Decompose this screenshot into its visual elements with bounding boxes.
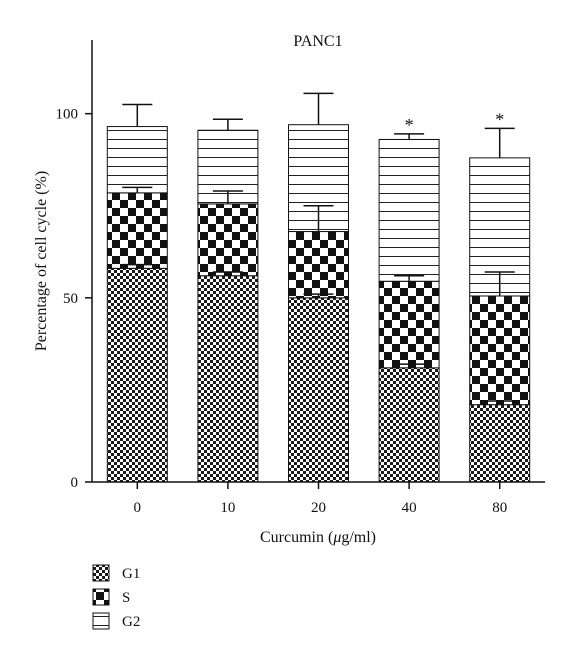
error-bar-s-40 xyxy=(394,274,425,282)
legend-swatch-g2 xyxy=(92,612,110,630)
error-bar-g2-20 xyxy=(303,92,334,125)
x-tick-label-20: 20 xyxy=(311,500,326,516)
bar-s-40 xyxy=(378,280,440,369)
legend-label-g1: G1 xyxy=(122,566,140,582)
bar-g1-20 xyxy=(288,297,349,483)
bar-g2-40 xyxy=(378,138,440,282)
bar-s-80 xyxy=(469,295,531,406)
error-bar-g1-20 xyxy=(303,293,334,298)
error-bar-g2-0 xyxy=(122,103,153,127)
significance-marker-40: * xyxy=(405,115,414,135)
error-bar-g2-10 xyxy=(212,118,243,131)
x-axis-label-suffix: g/ml) xyxy=(341,529,376,546)
bar-g2-0 xyxy=(106,126,168,194)
x-axis-label-mu: μ xyxy=(332,529,341,546)
bar-s-10 xyxy=(197,203,259,277)
error-bar-s-80 xyxy=(484,271,515,296)
x-axis-label-prefix: Curcumin ( xyxy=(260,529,333,546)
error-bar-s-0 xyxy=(122,186,153,193)
x-tick-label-0: 0 xyxy=(134,500,142,516)
bar-s-0 xyxy=(106,192,168,269)
annotations-group: * * xyxy=(405,109,505,135)
legend-swatch-s xyxy=(92,588,110,606)
error-bars-group xyxy=(122,92,515,405)
x-axis-label: Curcumin (μg/ml) xyxy=(260,529,376,546)
error-bar-g1-0 xyxy=(122,263,153,269)
chart-title: PANC1 xyxy=(293,33,342,50)
bar-s-20 xyxy=(288,231,349,299)
x-ticks-group: 0 10 20 40 80 xyxy=(134,482,507,516)
x-tick-label-10: 10 xyxy=(220,500,235,516)
error-bar-g1-40 xyxy=(394,363,425,368)
y-tick-label-100: 100 xyxy=(56,107,79,123)
legend-label-s: S xyxy=(122,590,130,606)
y-tick-label-50: 50 xyxy=(63,291,78,307)
legend-item-g1: G1 xyxy=(92,564,140,582)
y-ticks-group: 0 50 100 xyxy=(56,107,92,491)
y-axis-label: Percentage of cell cycle (%) xyxy=(33,171,50,351)
bar-g1-80 xyxy=(469,404,531,483)
error-bar-s-20 xyxy=(303,205,334,232)
error-bar-g2-80 xyxy=(484,127,515,158)
error-bar-s-10 xyxy=(212,190,243,204)
error-bar-g1-80 xyxy=(484,400,515,405)
legend-item-g2: G2 xyxy=(92,612,140,630)
x-tick-label-40: 40 xyxy=(402,500,417,516)
bar-g1-40 xyxy=(378,367,440,483)
x-tick-label-80: 80 xyxy=(492,500,507,516)
significance-marker-80: * xyxy=(495,109,504,129)
legend-label-g2: G2 xyxy=(122,614,140,630)
error-bar-g1-10 xyxy=(212,271,243,276)
bars-group xyxy=(106,124,531,483)
bar-g1-10 xyxy=(197,275,259,483)
y-tick-label-0: 0 xyxy=(71,475,79,491)
bar-g1-0 xyxy=(106,267,168,483)
legend: G1 S G2 xyxy=(92,564,140,630)
legend-item-s: S xyxy=(92,588,130,606)
legend-swatch-g1 xyxy=(92,564,110,582)
error-bar-g2-40 xyxy=(394,133,425,140)
